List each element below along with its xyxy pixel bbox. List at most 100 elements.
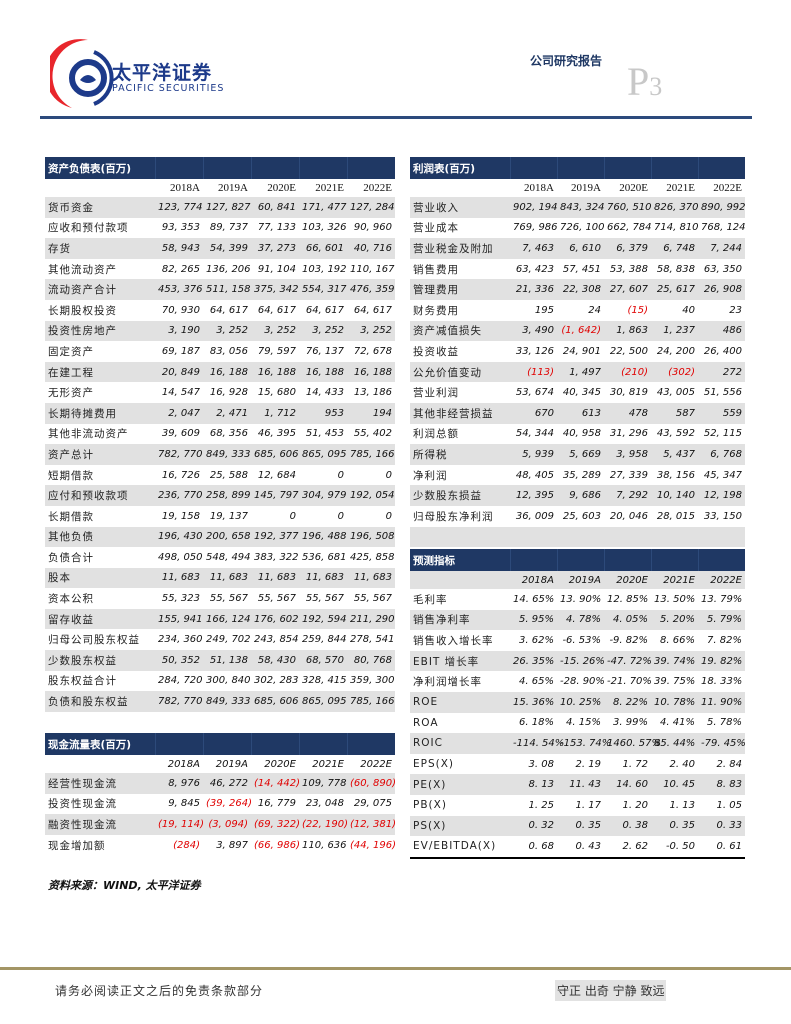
page-number: P3 [627, 62, 662, 107]
cell-value: 85. 44% [651, 733, 698, 754]
header-spacer [509, 157, 557, 179]
row-label: 少数股东损益 [410, 485, 510, 506]
table-row: 流动资产合计 453, 376 511, 158 375, 342 554, 317 47… [45, 279, 395, 300]
row-label: 长期股权投资 [48, 304, 117, 317]
header-spacer [346, 733, 395, 755]
cell-value: 53, 674 [515, 387, 554, 399]
row-label: 长期借款 [48, 510, 94, 523]
table-title: 资产负债表(百万) [45, 157, 155, 179]
row-label: 财务费用 [413, 304, 459, 317]
cell-value: 9, 686 [557, 485, 604, 506]
cell-value: (60, 890) [347, 773, 396, 794]
cell-value: 1, 712 [251, 402, 299, 424]
cell-value: 0 [337, 469, 344, 481]
cell-value: 54, 399 [203, 238, 251, 259]
cell-value: 50, 352 [155, 650, 203, 671]
cell-value: 4. 05% [604, 609, 651, 631]
table-title: 预测指标 [410, 549, 510, 571]
cell-value: 28, 015 [656, 510, 695, 522]
year-header-row: 2018A 2019A 2020E 2021E 2022E [410, 179, 745, 197]
cell-value: 7, 292 [604, 485, 651, 506]
table-row: 其他非流动资产 39, 609 68, 356 46, 395 51, 453 55, 4… [45, 424, 395, 445]
cell-value: 511, 158 [203, 279, 251, 300]
cell-value: 613 [557, 402, 604, 424]
cell-value: 243, 854 [254, 634, 299, 646]
cell-value: 4. 41% [660, 717, 695, 729]
cell-value: 48, 405 [515, 469, 554, 481]
cell-value: 1. 20 [622, 799, 648, 811]
cell-value: 278, 541 [350, 634, 395, 646]
table-row: 股本 11, 683 11, 683 11, 683 11, 683 11, 683 [45, 567, 395, 589]
cell-value: 785, 166 [347, 444, 395, 465]
cell-value: 0 [385, 469, 392, 481]
cell-value: 194 [347, 402, 395, 424]
data-source-note: 资料来源：WIND, 太平洋证券 [48, 879, 201, 892]
cell-value: 4. 65% [519, 676, 554, 688]
row-label: 经营性现金流 [45, 773, 155, 794]
cell-value: 0. 35 [651, 815, 698, 837]
cell-value: 22, 308 [557, 279, 604, 300]
table-row: 其他流动资产 82, 265 136, 206 91, 104 103, 192 110,… [45, 259, 395, 280]
row-label: 毛利率 [413, 593, 448, 606]
cell-value: 26, 908 [698, 279, 745, 300]
row-label: EBIT 增长率 [410, 650, 510, 672]
table-row: 资本公积 55, 323 55, 567 55, 567 55, 567 55, 567 [45, 588, 395, 609]
cell-value: 166, 124 [203, 608, 251, 630]
table-row: 营业利润 53, 674 40, 345 30, 819 43, 005 51, 556 [410, 382, 745, 403]
header-divider [40, 116, 752, 119]
cell-value: 234, 360 [158, 634, 203, 646]
table-row: 财务费用 195 24 (15) 40 23 [410, 300, 745, 321]
header-spacer [603, 549, 651, 571]
table-row: 利润总额 54, 344 40, 958 31, 296 43, 592 52, 115 [410, 424, 745, 445]
row-label: 资本公积 [48, 593, 94, 606]
table-row: EPS(X) 3. 08 2. 19 1. 72 2. 40 2. 84 [410, 754, 745, 775]
table-row: 资产减值损失 3, 490 (1, 642) 1, 863 1, 237 486 [410, 320, 745, 342]
header-spacer [298, 157, 347, 179]
cell-value: 2. 40 [669, 758, 695, 770]
cell-value: 21, 336 [510, 279, 557, 300]
cell-value: 0. 43 [575, 840, 601, 852]
cell-value: 9, 845 [168, 798, 200, 810]
row-label: 销售净利率 [410, 609, 510, 631]
table-row: 长期待摊费用 2, 047 2, 471 1, 712 953 194 [45, 402, 395, 424]
cell-value: 559 [698, 402, 745, 424]
cell-value: 1. 13 [669, 799, 695, 811]
cell-value: 196, 508 [347, 526, 395, 548]
cell-value: 3, 252 [251, 320, 299, 342]
cell-value: 843, 324 [557, 197, 605, 218]
row-label: EPS(X) [413, 758, 455, 771]
cell-value: 785, 166 [347, 691, 395, 712]
cell-value: 82, 265 [161, 263, 200, 275]
cell-value: 19, 137 [209, 510, 248, 522]
cell-value: 171, 477 [299, 197, 347, 218]
pacific-securities-logo-icon [50, 39, 114, 112]
row-label: 应收和预付款项 [48, 222, 129, 235]
table-row: 应收和预付款项 93, 353 89, 737 77, 133 103, 326 90, … [45, 218, 395, 239]
cell-value: 826, 370 [651, 197, 699, 218]
cell-value: 103, 326 [302, 222, 347, 234]
year-header-row: 2018A 2019A 2020E 2021E 2022E [410, 571, 745, 589]
cell-value: (44, 196) [350, 839, 396, 851]
cell-value: 1, 497 [557, 361, 604, 383]
header-spacer [697, 157, 745, 179]
cell-value: 89, 737 [209, 222, 248, 234]
table-row: 公允价值变动 (113) 1, 497 (210) (302) 272 [410, 361, 745, 383]
cell-value: 55, 402 [353, 428, 392, 440]
row-label: 投资收益 [413, 345, 459, 358]
cell-value: 64, 617 [257, 304, 296, 316]
cell-value: 3, 190 [155, 320, 203, 342]
row-label: 固定资产 [48, 345, 94, 358]
year-header-blank [410, 179, 510, 197]
cell-value: -9. 82% [609, 634, 648, 646]
header-spacer [346, 157, 395, 179]
row-label: 其他非流动资产 [48, 428, 129, 441]
table-row: 长期借款 19, 158 19, 137 0 0 0 [45, 506, 395, 527]
cell-value: 6, 610 [557, 238, 604, 259]
cell-value: 760, 510 [604, 197, 652, 218]
cell-value: 0. 32 [510, 815, 557, 837]
cell-value: 63, 350 [703, 263, 742, 275]
cell-value: (39, 264) [206, 798, 252, 810]
table-row: 归母公司股东权益 234, 360 249, 702 243, 854 259, 844… [45, 629, 395, 650]
cell-value: 1, 863 [604, 320, 651, 342]
cell-value: 300, 840 [206, 675, 251, 687]
